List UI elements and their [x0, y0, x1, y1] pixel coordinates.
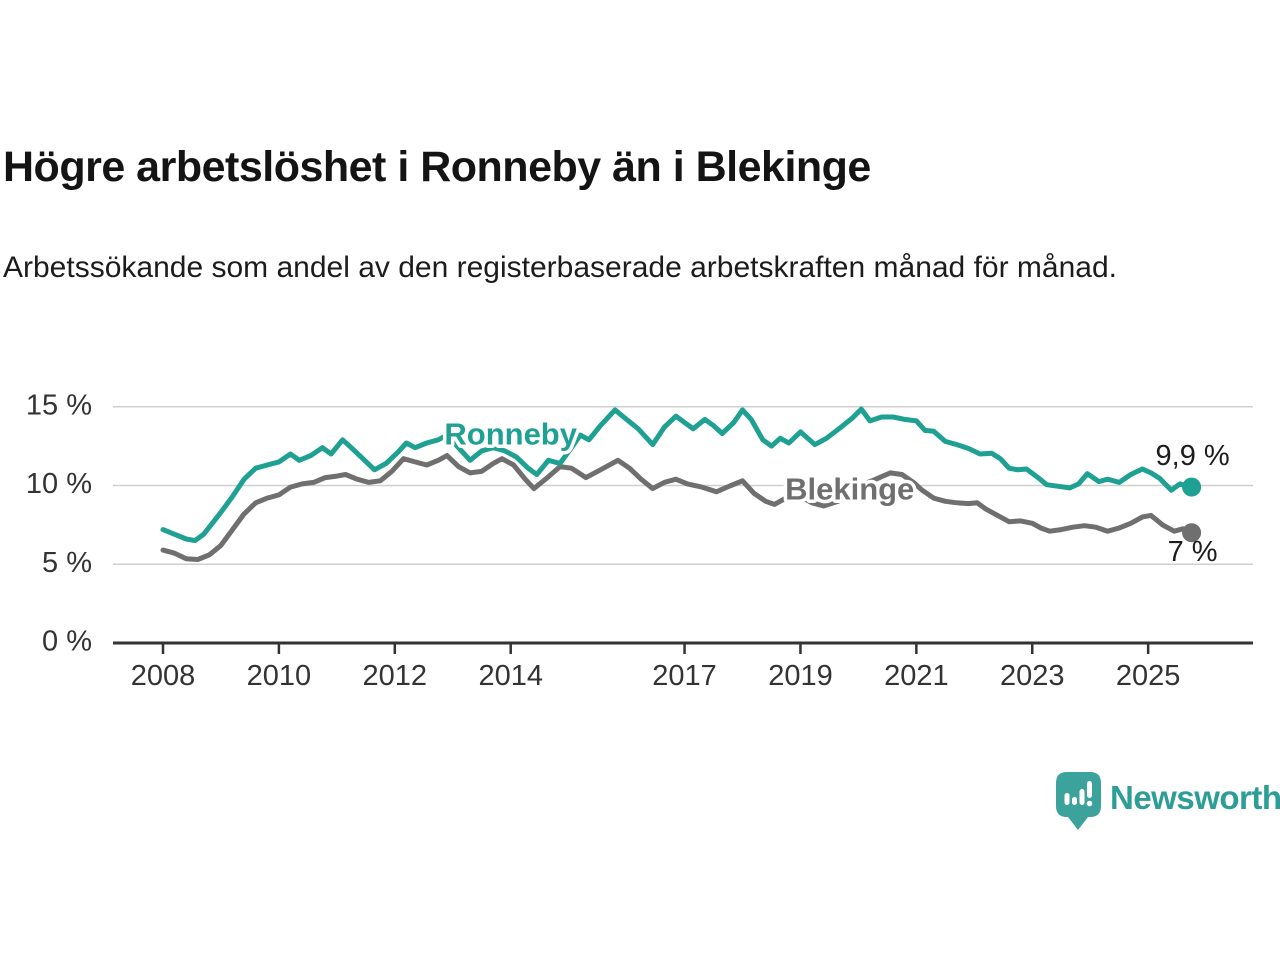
series-line-ronneby [160, 406, 1195, 544]
logo-wordmark: Newsworthy [1110, 779, 1280, 816]
logo-bar-icon [1079, 789, 1085, 805]
y-axis-label: 0 % [42, 626, 92, 658]
end-value-label-blekinge: 7 % [1168, 536, 1218, 568]
series-label-blekinge: Blekinge [785, 472, 914, 507]
x-axis-label: 2023 [1000, 660, 1065, 692]
y-axis-label: 15 % [26, 389, 92, 421]
x-axis-label: 2010 [247, 660, 312, 692]
logo-exclamation-icon [1087, 781, 1092, 798]
y-axis-label: 5 % [42, 547, 92, 579]
page-subtitle: Arbetssökande som andel av den registerb… [3, 251, 1117, 284]
end-dot-blekinge [1182, 523, 1202, 543]
x-axis-label: 2012 [363, 660, 428, 692]
logo-bar-icon [1072, 797, 1077, 805]
x-axis-label: 2008 [131, 660, 196, 692]
x-axis-label: 2021 [884, 660, 949, 692]
logo-exclamation-dot-icon [1086, 800, 1093, 807]
x-axis-label: 2014 [478, 660, 543, 692]
series-line-blekinge [160, 453, 1195, 562]
logo-bar-icon [1064, 793, 1070, 805]
x-axis-label: 2017 [652, 660, 717, 692]
x-axis-label: 2025 [1116, 660, 1181, 692]
newsworthy-logo-bubble-icon [1056, 772, 1101, 830]
x-axis-label: 2019 [768, 660, 833, 692]
series-label-ronneby: Ronneby [444, 417, 577, 452]
page-title: Högre arbetslöshet i Ronneby än i Blekin… [3, 143, 871, 191]
end-value-label-ronneby: 9,9 % [1156, 440, 1230, 472]
y-axis-label: 10 % [26, 468, 92, 500]
end-dot-ronneby [1182, 477, 1202, 497]
